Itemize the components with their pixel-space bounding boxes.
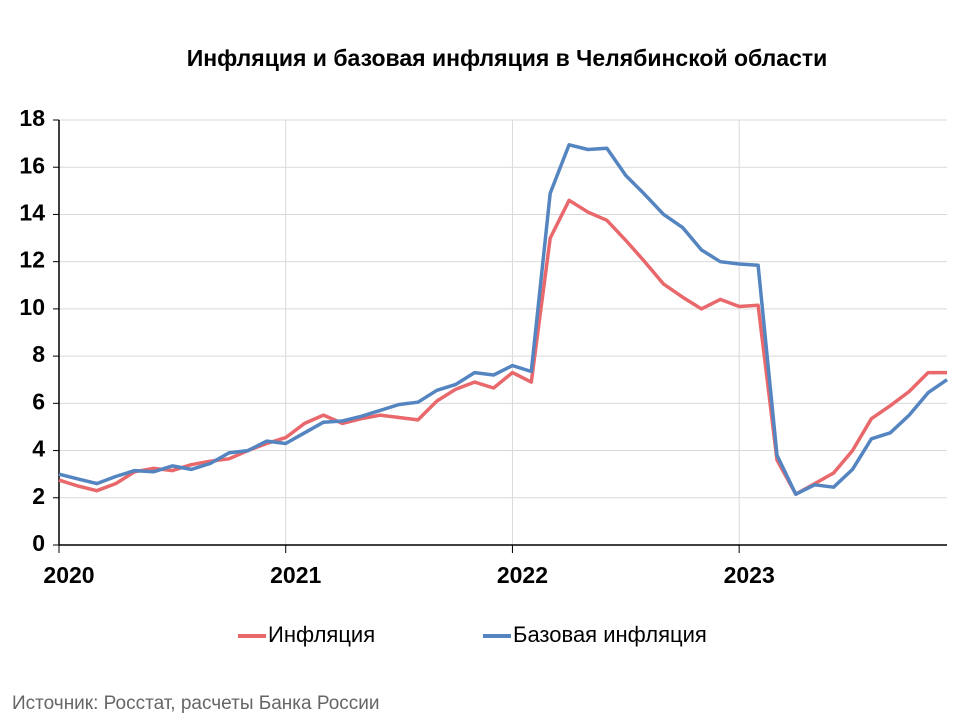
series-line xyxy=(58,143,948,496)
x-tick-label: 2023 xyxy=(724,562,775,588)
y-tick-label: 12 xyxy=(19,247,45,273)
x-tick-label: 2022 xyxy=(497,562,548,588)
y-tick-label: 8 xyxy=(32,341,45,367)
source-note: Источник: Росстат, расчеты Банка России xyxy=(12,693,380,714)
x-tick-label: 2020 xyxy=(43,562,94,588)
y-tick-label: 2 xyxy=(32,483,45,509)
y-tick-label: 14 xyxy=(19,200,45,226)
y-tick-label: 16 xyxy=(19,152,45,178)
chart-title: Инфляция и базовая инфляция в Челябинско… xyxy=(187,45,828,71)
x-tick-label: 2021 xyxy=(270,562,321,588)
legend-label: Базовая инфляция xyxy=(513,622,707,647)
y-tick-label: 10 xyxy=(19,294,45,320)
legend-label: Инфляция xyxy=(268,622,375,647)
y-tick-label: 4 xyxy=(32,436,45,462)
y-tick-label: 6 xyxy=(32,388,45,414)
y-tick-label: 0 xyxy=(32,530,45,556)
y-tick-label: 18 xyxy=(19,105,45,131)
